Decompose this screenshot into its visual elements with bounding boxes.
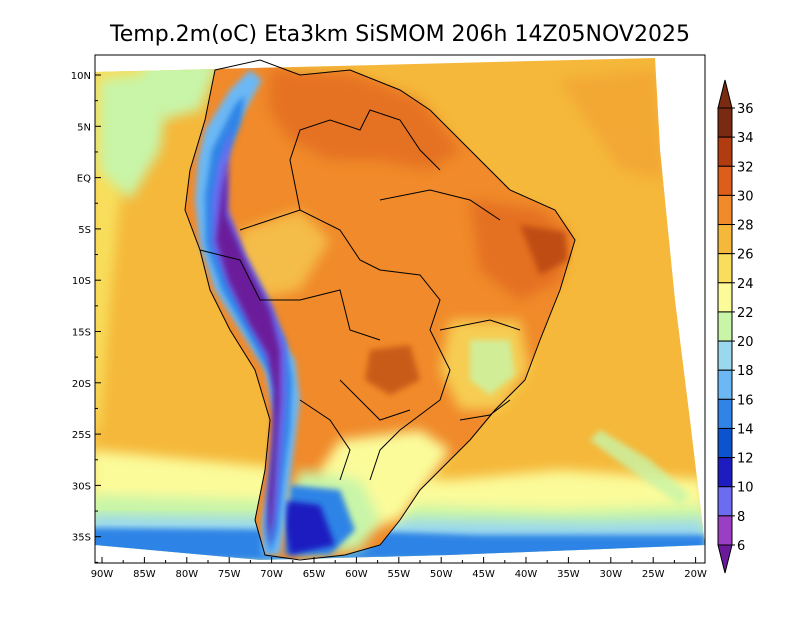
colorbar-bottom-arrow (717, 544, 733, 574)
colorbar-segment (717, 224, 733, 255)
longitude-label: 35W (557, 569, 580, 580)
longitude-label: 70W (260, 569, 283, 580)
colorbar-segment (717, 282, 733, 313)
colorbar-segment (717, 107, 733, 138)
longitude-label: 55W (387, 569, 410, 580)
latitude-label: 5S (78, 225, 91, 236)
colorbar-segment (717, 136, 733, 167)
longitude-label: 30W (599, 569, 622, 580)
colorbar-segment (717, 398, 733, 429)
longitude-label: 45W (472, 569, 495, 580)
longitude-label: 40W (515, 569, 538, 580)
colorbar-label: 6 (737, 539, 745, 554)
longitude-label: 20W (684, 569, 707, 580)
colorbar-segment (717, 427, 733, 459)
colorbar-top-arrow (717, 79, 733, 109)
colorbar-label: 22 (737, 306, 754, 321)
longitude-label: 65W (303, 569, 326, 580)
latitude-label: 15S (72, 328, 91, 339)
colorbar-segment (717, 165, 733, 196)
colorbar-segment (717, 194, 733, 226)
colorbar-segment (717, 369, 733, 400)
longitude-label: 50W (430, 569, 453, 580)
latitude-label: EQ (77, 174, 91, 185)
country-borders (184, 59, 576, 561)
colorbar-label: 32 (737, 160, 754, 175)
latitude-label: 10S (72, 276, 91, 287)
latitude-axis: 10N 5N EQ 5S 10S 15S 20S 25S 30S 35S (71, 71, 101, 563)
colorbar-label: 16 (737, 393, 754, 408)
latitude-label: 25S (72, 430, 91, 441)
map-frame (94, 54, 706, 564)
longitude-axis: 90W 85W 80W 75W 70W 65W 60W 55W 50W 45W 40W 35W 30W 2… (91, 557, 707, 580)
temperature-colorbar: 36 34 32 30 28 26 24 22 20 18 16 14 12 10 8 6 (717, 79, 754, 574)
colorbar-label: 26 (737, 248, 754, 263)
colorbar-label: 36 (737, 102, 754, 117)
longitude-label: 25W (642, 569, 665, 580)
longitude-label: 75W (218, 569, 241, 580)
colorbar-label: 14 (737, 422, 754, 437)
latitude-label: 35S (72, 533, 91, 544)
colorbar-segment (717, 340, 733, 371)
longitude-label: 90W (91, 569, 114, 580)
latitude-label: 5N (77, 122, 91, 133)
colorbar-segment (717, 515, 733, 546)
colorbar-label: 30 (737, 189, 754, 204)
colorbar-label: 12 (737, 452, 754, 467)
latitude-label: 20S (72, 379, 91, 390)
map-title: Temp.2m(oC) Eta3km SiSMOM 206h 14Z05NOV2… (109, 22, 690, 47)
colorbar-label: 10 (737, 481, 754, 496)
colorbar-segment (717, 311, 733, 342)
longitude-label: 85W (133, 569, 156, 580)
latitude-label: 30S (72, 481, 91, 492)
colorbar-segment (717, 253, 733, 284)
colorbar-label: 20 (737, 335, 754, 350)
temperature-field (95, 58, 705, 560)
longitude-label: 60W (345, 569, 368, 580)
colorbar-label: 24 (737, 277, 754, 292)
longitude-label: 80W (175, 569, 198, 580)
colorbar-segment (717, 457, 733, 488)
colorbar-label: 28 (737, 219, 754, 234)
colorbar-segment (717, 486, 733, 517)
colorbar-label: 8 (737, 510, 745, 525)
latitude-label: 10N (71, 71, 91, 82)
colorbar-label: 18 (737, 364, 754, 379)
colorbar-label: 34 (737, 131, 754, 146)
